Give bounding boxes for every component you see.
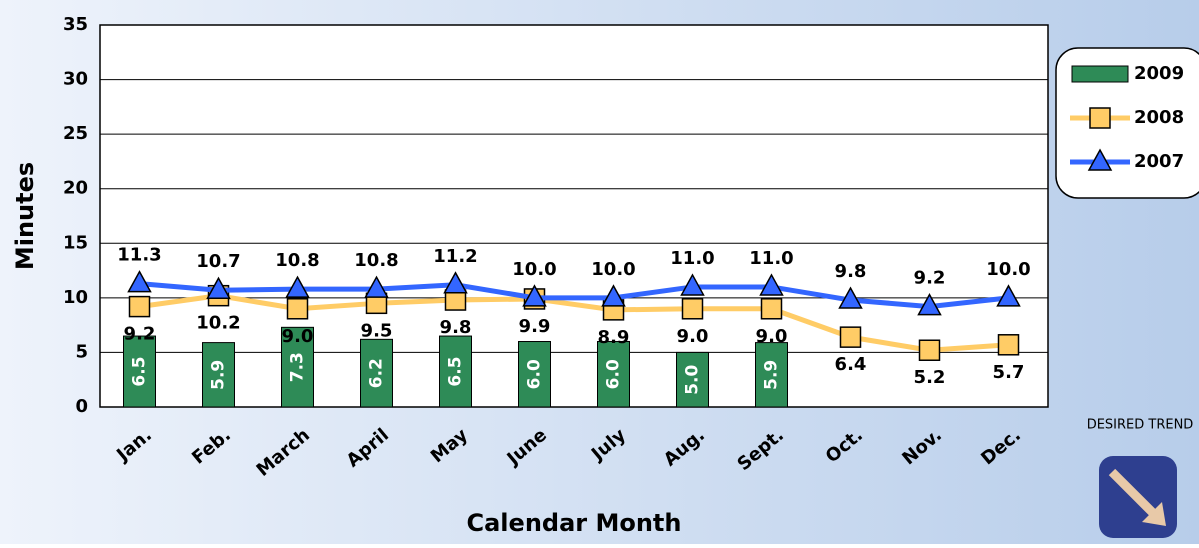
marker [839,326,862,348]
value-label: 5.9 [209,360,229,390]
bar [202,342,235,408]
x-axis-title: Calendar Month [467,509,682,537]
value-label: 6.2 [367,358,387,388]
bar [676,351,709,408]
marker [522,284,547,307]
marker [1087,148,1113,171]
bar [597,341,630,408]
value-label: 9.0 [282,326,314,347]
value-label: 10.7 [196,251,240,272]
legend-label: 2009 [1134,63,1184,84]
y-tick-label: 0 [75,396,88,417]
value-label: 7.3 [288,352,308,382]
value-label: 9.0 [677,326,709,347]
marker [286,298,309,320]
value-label: 9.9 [519,316,551,337]
value-label: 9.8 [835,261,867,282]
y-tick-label: 10 [63,287,88,308]
bar [518,341,551,408]
annotation: DESIRED TREND [1087,418,1194,433]
marker [443,271,468,294]
y-tick-label: 25 [63,123,88,144]
legend-swatch [1071,65,1129,83]
value-label: 6.0 [525,359,545,389]
marker [681,298,704,320]
marker [128,295,151,318]
value-label: 10.0 [512,259,556,280]
value-label: 9.8 [440,317,472,338]
marker [127,270,152,293]
value-label: 6.0 [604,359,624,389]
marker [1089,107,1111,129]
line [139,293,1009,353]
bar [123,335,156,408]
y-tick-label: 30 [63,69,88,90]
marker [680,273,705,296]
value-label: 5.9 [762,360,782,390]
bar [281,326,314,408]
value-label: 10.0 [591,259,635,280]
y-tick-label: 5 [75,341,88,362]
value-label: 5.2 [914,367,946,388]
value-label: 10.2 [196,313,240,334]
marker [838,286,863,309]
value-label: 10.8 [354,250,398,271]
trend-arrow-head [1142,502,1166,526]
marker [759,273,784,296]
marker [996,284,1021,307]
value-label: 9.2 [914,268,946,289]
value-label: 8.9 [598,327,630,348]
value-label: 11.2 [433,246,477,267]
y-tick-label: 35 [63,14,88,35]
marker [760,298,783,320]
value-label: 5.7 [993,362,1025,383]
y-axis-title: Minutes [11,162,39,270]
line [139,281,1009,310]
value-label: 11.3 [117,245,161,266]
marker [918,339,941,361]
marker [364,275,389,298]
plot-area [99,24,1049,408]
legend-label: 2008 [1134,107,1184,128]
value-label: 10.8 [275,250,319,271]
value-label: 6.5 [446,356,466,386]
y-tick-label: 15 [63,232,88,253]
legend-label: 2007 [1134,151,1184,172]
marker [601,284,626,307]
value-label: 11.0 [749,248,793,269]
bar [755,342,788,408]
bar [360,338,393,408]
value-label: 11.0 [670,248,714,269]
y-tick-label: 20 [63,178,88,199]
marker [997,334,1020,356]
value-label: 6.4 [835,354,867,375]
value-label: 9.5 [361,320,393,341]
value-label: 10.0 [986,259,1030,280]
value-label: 9.0 [756,326,788,347]
marker [917,293,942,316]
marker [206,276,231,299]
marker [285,275,310,298]
value-label: 6.5 [130,356,150,386]
value-label: 9.2 [124,324,156,345]
value-label: 5.0 [683,364,703,394]
bar [439,335,472,408]
